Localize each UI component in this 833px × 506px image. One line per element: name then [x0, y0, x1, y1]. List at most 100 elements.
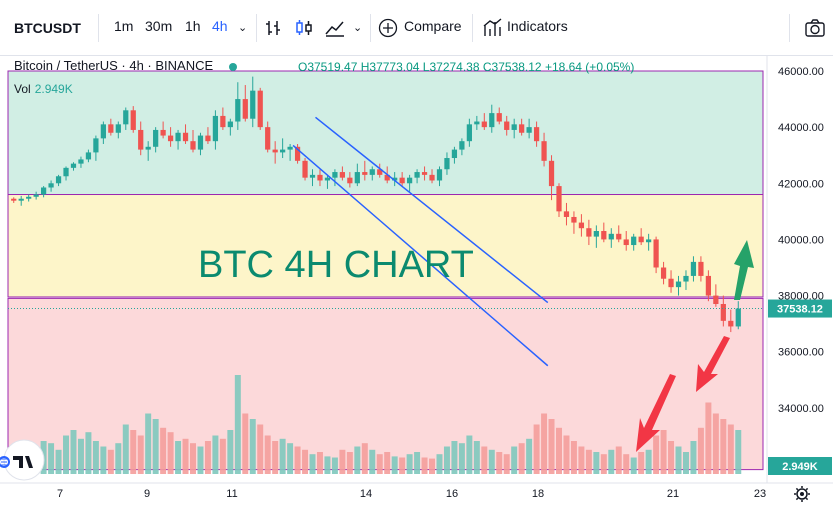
candle-body [182, 132, 189, 142]
volume-bar [727, 424, 734, 474]
volume-bar [541, 413, 548, 474]
volume-bar [85, 432, 92, 474]
time-tick-label: 9 [144, 488, 150, 500]
timeframe-1m[interactable]: 1m [114, 18, 134, 34]
volume-bar [638, 452, 645, 474]
timeframe-dropdown-icon[interactable]: ⌄ [238, 22, 248, 34]
candles-icon[interactable] [294, 18, 314, 38]
candle-body [11, 198, 17, 201]
candle-body [481, 121, 487, 128]
candle-body [489, 113, 495, 128]
candle-body [459, 141, 465, 150]
candle-body [220, 115, 226, 128]
timeframe-4h[interactable]: 4h [212, 18, 228, 34]
volume-bar [481, 446, 488, 474]
candle-body [175, 132, 181, 142]
price-tags: 37538.12 2.949K [768, 299, 832, 475]
candle-body [608, 233, 614, 240]
candle-body [601, 231, 607, 240]
volume-bar [48, 443, 55, 474]
tradingview-logo[interactable] [0, 434, 48, 492]
candle-body [660, 267, 667, 279]
volume-bar [346, 452, 353, 474]
candle-body [421, 172, 428, 175]
volume-bar [720, 419, 727, 474]
candle-body [436, 169, 443, 181]
candle-body [533, 127, 540, 142]
volume-bar [167, 432, 174, 474]
compare-button[interactable]: Compare [404, 18, 462, 34]
area-chart-icon[interactable] [324, 18, 346, 38]
volume-bar [682, 452, 689, 474]
symbol-button[interactable]: BTCUSDT [14, 20, 81, 36]
price-tick-label: 36000.00 [778, 347, 824, 359]
volume-bar [391, 456, 398, 474]
volume-bar [630, 457, 637, 474]
down-arrow [636, 374, 676, 452]
time-tick-label: 14 [360, 488, 372, 500]
volume-bar [443, 446, 450, 474]
toolbar-divider [98, 14, 99, 42]
volume-bar [533, 424, 540, 474]
chart-type-dropdown-icon[interactable]: ⌄ [353, 22, 363, 34]
indicators-icon[interactable] [482, 17, 502, 39]
volume-bar [436, 454, 443, 474]
candle-body [227, 121, 233, 128]
candle-body [369, 169, 375, 175]
volume-bar [697, 427, 704, 474]
price-chart[interactable]: BTC 4H CHART 46000.00 44000.00 42000.00 400… [0, 56, 833, 506]
timeframe-1h[interactable]: 1h [185, 18, 201, 34]
ohlc-high: H37773.04 [360, 60, 420, 74]
candle-body [242, 99, 248, 119]
candle-body [675, 281, 682, 288]
ohlc-change: +18.64 (+0.05%) [544, 60, 635, 74]
volume-bar [70, 430, 77, 474]
volume-bar [197, 446, 204, 474]
candle-body [541, 141, 547, 161]
candle-body [690, 261, 697, 276]
volume-bar [122, 424, 129, 474]
candle-body [399, 177, 405, 184]
candle-body [347, 177, 353, 184]
volume-layer [10, 375, 742, 474]
candle-body [466, 124, 472, 142]
timeframe-30m[interactable]: 30m [145, 18, 173, 34]
candle-body [735, 308, 741, 327]
camera-icon[interactable] [804, 17, 826, 39]
volume-bar [645, 449, 652, 474]
time-tick-label: 16 [446, 488, 458, 500]
volume-bar [92, 441, 99, 474]
candle-body [698, 261, 704, 276]
candle-body [63, 167, 69, 177]
candle-body [294, 146, 301, 161]
time-tick-label: 11 [226, 488, 237, 500]
volume-bar [511, 446, 518, 474]
volume-bar [190, 443, 196, 474]
bar-chart-icon[interactable] [264, 18, 284, 38]
volume-bar [556, 427, 562, 474]
settings-gear-icon[interactable] [794, 486, 810, 502]
volume-tag [768, 457, 832, 475]
volume-bar [488, 449, 495, 474]
candle-body [504, 121, 510, 130]
candle-body [78, 159, 84, 164]
compare-plus-icon[interactable] [378, 18, 398, 38]
candle-body [265, 127, 271, 150]
volume-bar [182, 438, 189, 474]
volume-bar [705, 402, 712, 474]
candle-body [190, 141, 196, 150]
candle-body [160, 129, 166, 136]
candle-body [123, 110, 129, 125]
chart-title: BTC 4H CHART [198, 244, 474, 286]
volume-bar [399, 457, 406, 474]
indicators-button[interactable]: Indicators [507, 18, 568, 34]
volume-bar [309, 454, 316, 474]
candle-body [556, 186, 562, 212]
candle-body [317, 174, 323, 181]
candle-body [145, 146, 151, 150]
candle-body [100, 124, 106, 139]
candle-body [720, 303, 726, 321]
candle-body [563, 211, 570, 217]
time-axis: 7 9 11 14 16 18 21 23 [57, 488, 766, 500]
volume-bar [331, 457, 338, 474]
